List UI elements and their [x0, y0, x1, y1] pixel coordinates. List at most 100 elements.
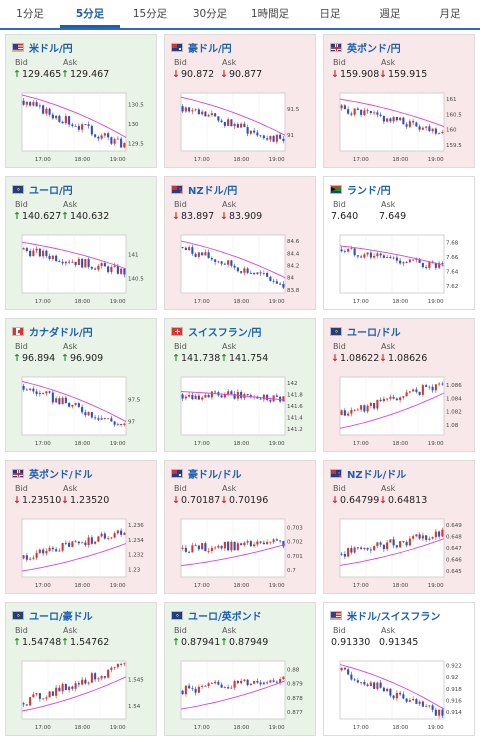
candle: [343, 410, 346, 416]
candle: [120, 530, 123, 535]
candle: [392, 695, 395, 699]
ask-label: Ask: [222, 342, 237, 351]
currency-card[interactable]: スイスフラン/円 Bid ↑141.738 Ask ↑141.754 142 141.8 14…: [164, 318, 316, 452]
candle: [343, 105, 346, 110]
candle: [408, 391, 411, 393]
pair-name[interactable]: NZドル/円: [188, 185, 238, 197]
candle: [74, 541, 77, 543]
currency-card[interactable]: NZドル/円 Bid ↓83.897 Ask ↓83.909 84.6 84.4 84.2 84…: [164, 176, 316, 310]
candle: [246, 394, 249, 396]
price-chart[interactable]: 161 160.5 160 159.5 17:00 18:00 19:00: [334, 90, 466, 163]
pair-name[interactable]: カナダドル/円: [29, 327, 93, 339]
pair-name[interactable]: 豪ドル/ドル: [188, 469, 242, 481]
price-chart[interactable]: 0.703 0.702 0.701 0.7 17:00 18:00 19:00: [175, 516, 307, 589]
candle: [25, 704, 28, 706]
tab-15min[interactable]: 15分足: [132, 8, 168, 20]
currency-card[interactable]: 豪ドル/ドル Bid ↓0.70187 Ask ↓0.70196 0.703 0.702 0.…: [164, 460, 316, 594]
pair-name[interactable]: ユーロ/円: [29, 185, 73, 197]
tab-weekly[interactable]: 週足: [379, 8, 401, 20]
currency-card[interactable]: ランド/円 Bid 7.640 Ask 7.649 7.68 7.66 7.64 7.62 17:…: [323, 176, 475, 310]
price-chart[interactable]: 97.5 97 17:00 18:00 19:00: [16, 374, 148, 447]
candle: [107, 538, 110, 539]
tab-monthly[interactable]: 月足: [439, 8, 461, 20]
candle: [97, 678, 100, 680]
candle: [418, 701, 421, 704]
candle: [84, 542, 87, 545]
currency-card[interactable]: カナダドル/円 Bid ↑96.894 Ask ↑96.909 97.5 97 17:00 18…: [5, 318, 157, 452]
pair-name[interactable]: NZドル/ドル: [347, 469, 407, 481]
x-tick-label: 17:00: [194, 583, 210, 589]
y-tick-label: 161: [446, 97, 457, 103]
pair-name[interactable]: 英ポンド/ドル: [29, 469, 93, 481]
price-chart[interactable]: 0.649 0.648 0.647 0.646 0.645 17:00 18:00 19:00: [334, 516, 466, 589]
currency-card[interactable]: ユーロ/英ポンド Bid ↑0.87941 Ask ↑0.87949 0.88 0.879 0…: [164, 602, 316, 736]
candle: [45, 108, 48, 114]
price-chart[interactable]: 84.6 84.4 84.2 84 83.8 17:00 18:00 19:00: [175, 232, 307, 305]
currency-card[interactable]: 英ポンド/ドル Bid ↓1.23510 Ask ↓1.23520 1.236 1.234 1…: [5, 460, 157, 594]
pair-name[interactable]: スイスフラン/円: [188, 327, 262, 339]
candle: [373, 112, 376, 114]
price-chart[interactable]: 1.545 1.54 17:00 18:00 19:00: [16, 658, 148, 731]
candle: [197, 252, 200, 257]
currency-card[interactable]: 豪ドル/円 Bid ↓90.872 Ask ↓90.877 91.5 91 17:00 18:0…: [164, 34, 316, 168]
y-tick-label: 0.649: [446, 523, 462, 529]
currency-card[interactable]: NZドル/ドル Bid ↓0.64799 Ask ↓0.64813 0.649 0.648 0…: [323, 460, 475, 594]
candle: [386, 256, 389, 258]
candle: [201, 685, 204, 687]
ask-label: Ask: [63, 342, 78, 351]
arrow-up-icon: ↑: [61, 353, 69, 364]
candle: [275, 395, 278, 397]
candle: [94, 673, 97, 680]
price-chart[interactable]: 7.68 7.66 7.64 7.62 17:00 18:00 19:00: [334, 232, 466, 305]
pair-name[interactable]: ランド/円: [347, 185, 391, 197]
candle: [266, 394, 269, 400]
currency-card[interactable]: ユーロ/豪ドル Bid ↑1.54748 Ask ↑1.54762 1.545 1.54 17…: [5, 602, 157, 736]
pair-name[interactable]: 豪ドル/円: [188, 43, 232, 55]
bid-number: 96.894: [21, 353, 56, 364]
candle: [275, 281, 278, 284]
candle: [408, 700, 411, 702]
candle: [431, 705, 434, 710]
price-chart[interactable]: 0.88 0.879 0.878 0.877 17:00 18:00 19:00: [175, 658, 307, 731]
price-chart[interactable]: 142 141.8 141.6 141.4 141.2 17:00 18:00 19:00: [175, 374, 307, 447]
pair-name[interactable]: ユーロ/英ポンド: [188, 611, 262, 623]
pair-name[interactable]: 米ドル/円: [29, 43, 73, 55]
currency-card[interactable]: 英ポンド/円 Bid ↓159.908 Ask ↓159.915 161 160.5 160 1…: [323, 34, 475, 168]
currency-card[interactable]: ユーロ/円 Bid ↑140.627 Ask ↑140.632 141 140.5 17:00…: [5, 176, 157, 310]
tab-30min[interactable]: 30分足: [192, 8, 228, 20]
candle: [350, 674, 353, 680]
pair-name[interactable]: ユーロ/ドル: [347, 327, 401, 339]
x-tick-label: 18:00: [392, 299, 408, 305]
candle: [275, 539, 278, 541]
price-chart[interactable]: 0.922 0.92 0.918 0.916 0.914 17:00 18:00 19:00: [334, 658, 466, 731]
card-header: ユーロ/ドル: [330, 324, 401, 339]
tab-5min[interactable]: 5分足: [60, 0, 120, 28]
currency-card[interactable]: ユーロ/ドル Bid ↓1.08622 Ask ↓1.08626 1.086 1.084 1.…: [323, 318, 475, 452]
candle: [395, 117, 398, 121]
candle: [204, 394, 207, 398]
currency-card[interactable]: 米ドル/スイスフラン Bid 0.91330 Ask 0.91345 0.922 0.92 0…: [323, 602, 475, 736]
ask-number: 96.909: [69, 353, 104, 364]
pair-name[interactable]: 米ドル/スイスフラン: [347, 611, 441, 623]
price-chart[interactable]: 130.5 130 129.5 17:00 18:00 19:00: [16, 90, 148, 163]
candle: [382, 398, 385, 401]
tab-1hour[interactable]: 1時間足: [250, 8, 290, 20]
bid-number: 1.08622: [339, 353, 380, 364]
pair-name[interactable]: 英ポンド/円: [347, 43, 401, 55]
candle: [210, 113, 213, 115]
ask-label: Ask: [222, 626, 237, 635]
price-chart[interactable]: 91.5 91 17:00 18:00 19:00: [175, 90, 307, 163]
tab-daily[interactable]: 日足: [319, 8, 341, 20]
price-chart[interactable]: 141 140.5 17:00 18:00 19:00: [16, 232, 148, 305]
eu-flag-icon: [171, 610, 183, 620]
candle: [256, 681, 259, 683]
tab-1min[interactable]: 1分足: [16, 8, 44, 20]
pair-name[interactable]: ユーロ/豪ドル: [29, 611, 93, 623]
currency-card[interactable]: 米ドル/円 Bid ↑129.465 Ask ↑129.467 130.5 130 129.5…: [5, 34, 157, 168]
price-chart[interactable]: 1.086 1.084 1.082 1.08 17:00 18:00 19:00: [334, 374, 466, 447]
y-tick-label: 7.66: [446, 255, 459, 261]
candle: [81, 258, 84, 268]
price-chart[interactable]: 1.236 1.234 1.232 1.23 17:00 18:00 19:00: [16, 516, 148, 589]
candle: [415, 122, 418, 127]
candle: [123, 663, 126, 665]
